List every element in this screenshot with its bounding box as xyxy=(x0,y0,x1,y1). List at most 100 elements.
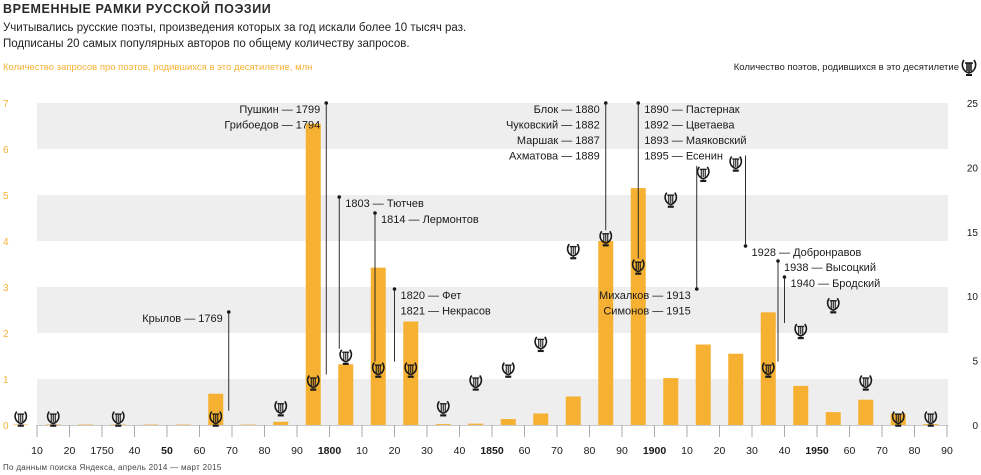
bar xyxy=(208,393,224,425)
x-tick-label: 10 xyxy=(356,445,368,457)
bar xyxy=(695,344,711,425)
bar xyxy=(858,399,874,425)
lyre-icon xyxy=(404,362,418,378)
bar xyxy=(338,364,354,425)
lyre-icon xyxy=(696,166,710,183)
x-tick-label: 1850 xyxy=(480,445,504,457)
lyre-icon xyxy=(631,259,645,275)
y-right-tick-label: 25 xyxy=(967,99,979,110)
x-tick-label: 20 xyxy=(389,445,401,457)
lyre-icon xyxy=(111,411,125,427)
x-tick-label: 1950 xyxy=(805,445,829,457)
annotation-label: 1893 — Маяковский xyxy=(644,135,746,147)
annotation-label: Маршак — 1887 xyxy=(517,135,600,147)
y-left-tick-label: 0 xyxy=(3,421,9,432)
y-right-tick-label: 15 xyxy=(967,228,979,239)
annotation-label: 1940 — Бродский xyxy=(791,278,881,290)
x-tick-label: 10 xyxy=(681,445,693,457)
y-right-tick-label: 0 xyxy=(972,421,978,432)
chart-subtitle-2: Подписаны 20 самых популярных авторов по… xyxy=(3,38,410,50)
annotation-dot xyxy=(373,211,377,215)
x-tick-label: 80 xyxy=(909,445,921,457)
annotation-dot xyxy=(603,101,608,105)
lyre-icon xyxy=(729,156,743,172)
lyre-icon xyxy=(469,375,483,391)
x-tick-label: 30 xyxy=(421,445,433,457)
x-tick-label: 30 xyxy=(746,445,758,457)
bar xyxy=(435,424,451,425)
annotation-label: 1803 — Тютчев xyxy=(345,198,424,210)
annotation-dot xyxy=(782,275,787,279)
x-tick-label: 20 xyxy=(64,445,76,457)
annotation-dot xyxy=(392,287,397,291)
annotation-label: Ахматова — 1889 xyxy=(509,151,600,163)
y-left-tick-label: 5 xyxy=(3,191,9,202)
lyre-icon xyxy=(209,411,223,427)
lyre-icon xyxy=(534,336,548,353)
y-left-tick-label: 3 xyxy=(3,283,9,294)
bar xyxy=(78,424,94,426)
annotation-label: Чуковский — 1882 xyxy=(506,120,600,132)
x-tick-label: 90 xyxy=(941,445,953,457)
x-tick-label: 10 xyxy=(31,445,43,457)
lyre-icon xyxy=(924,411,938,427)
y-left-tick-label: 7 xyxy=(3,99,9,110)
lyre-icon xyxy=(339,349,353,365)
grid-band xyxy=(37,195,948,241)
bar xyxy=(533,413,549,425)
annotation-label: Блок — 1880 xyxy=(534,104,600,116)
x-tick-label: 1800 xyxy=(318,445,342,457)
annotation-dot xyxy=(226,310,231,314)
bar xyxy=(565,396,581,425)
x-tick-label: 70 xyxy=(551,445,563,457)
lyre-icon xyxy=(436,400,450,417)
x-tick-label: 80 xyxy=(584,445,596,457)
chart-subtitle-1: Учитывались русские поэты, произведения … xyxy=(3,22,467,34)
bar xyxy=(793,385,809,425)
x-tick-label: 70 xyxy=(876,445,888,457)
annotation-label: Михалков — 1913 xyxy=(599,290,691,302)
lyre-icon xyxy=(306,375,320,391)
bar xyxy=(175,424,191,426)
lyre-icon xyxy=(826,297,840,314)
bar xyxy=(273,421,289,425)
x-tick-label: 60 xyxy=(519,445,531,457)
x-tick-label: 60 xyxy=(844,445,856,457)
annotation-label: 1928 — Добронравов xyxy=(752,247,862,259)
lyre-icon xyxy=(859,375,873,391)
x-tick-label: 40 xyxy=(779,445,791,457)
x-tick-label: 50 xyxy=(161,445,173,457)
chart-title: Временные рамки русской поэзии xyxy=(3,2,272,16)
lyre-icon xyxy=(566,243,580,260)
annotation-label: 1938 — Высоцкий xyxy=(784,262,876,274)
grid-band xyxy=(37,379,948,425)
x-tick-label: 90 xyxy=(291,445,303,457)
lyre-icon xyxy=(794,323,808,340)
grid-band xyxy=(37,287,948,333)
bar xyxy=(728,353,744,425)
lyre-icon xyxy=(664,192,678,208)
x-tick-label: 1900 xyxy=(643,445,667,457)
y-left-tick-label: 2 xyxy=(3,329,9,340)
annotation-label: 1890 — Пастернак xyxy=(644,104,739,116)
annotation-label: 1892 — Цветаева xyxy=(644,120,735,132)
y-right-tick-label: 5 xyxy=(972,357,978,368)
lyre-icon xyxy=(599,230,613,247)
bar xyxy=(305,123,321,425)
lyre-icon xyxy=(761,362,775,378)
bar xyxy=(825,412,841,425)
x-tick-label: 1750 xyxy=(90,445,114,457)
lyre-icon xyxy=(501,362,515,378)
bar xyxy=(598,241,614,425)
grid-band xyxy=(37,103,948,149)
annotation-label: 1821 — Некрасов xyxy=(401,306,491,318)
annotation-label: 1895 — Есенин xyxy=(644,151,723,163)
annotation-dot xyxy=(776,259,780,263)
y-right-tick-label: 10 xyxy=(967,292,979,303)
lyre-icon xyxy=(14,411,28,427)
annotation-dot xyxy=(324,101,329,105)
annotation-label: 1820 — Фет xyxy=(401,290,462,302)
x-tick-label: 80 xyxy=(259,445,271,457)
x-tick-label: 70 xyxy=(226,445,238,457)
